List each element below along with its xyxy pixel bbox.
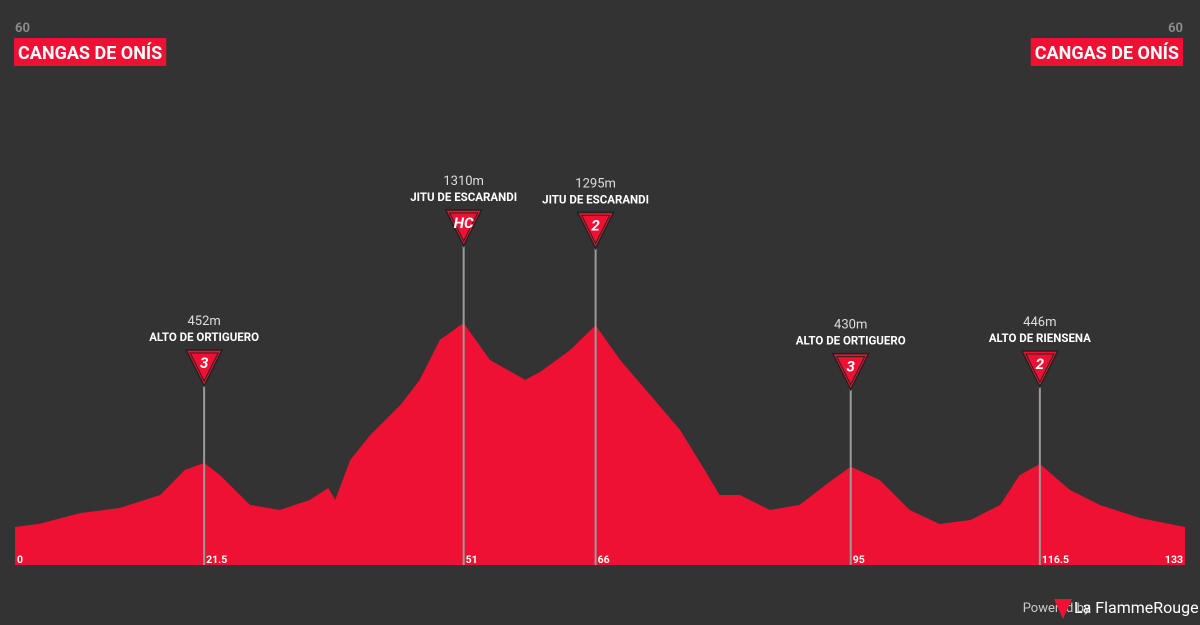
finish-altitude: 60 [1168,21,1183,36]
finish-name-box [1030,38,1183,66]
climb-marker [184,349,224,388]
climb-marker-inner [189,352,219,383]
x-tick-label: 95 [853,553,865,566]
x-tick-label: 66 [598,553,610,566]
climb-category: HC [454,214,474,232]
start-name-box [14,38,167,66]
start-name: CANGAS DE ONÍS [18,42,162,64]
powered-by: Powered by [1023,601,1090,616]
climb-altitude: 1295m [575,176,616,191]
climb-marker-inner [835,356,866,386]
brand-name: La FlammeRouge [1074,598,1199,617]
climb-marker-inner [1025,353,1055,384]
climb-altitude: 1310m [443,174,484,189]
x-tick-label: 51 [466,553,478,566]
climb-altitude: 430m [834,318,867,333]
climb-category: 3 [200,354,209,372]
climb-name: ALTO DE ORTIGUERO [796,334,906,348]
climb-name: JITU DE ESCARANDI [542,192,649,206]
climb-category: 2 [1036,355,1045,373]
climb-marker-inner [580,214,611,245]
climb-name: JITU DE ESCARANDI [410,190,517,204]
climb-marker [831,352,870,392]
climb-category: 3 [847,358,856,376]
climb-marker [444,209,483,248]
climb-marker [576,211,615,251]
finish-name: CANGAS DE ONÍS [1035,42,1179,64]
climb-name: ALTO DE RIENSENA [989,331,1091,345]
climb-category: 2 [591,216,600,234]
climb-marker [1020,350,1060,389]
x-tick-label: 133 [1165,553,1183,566]
brand-logo [1054,599,1072,619]
x-tick-label: 21.5 [206,553,227,566]
x-tick-label: 0 [17,553,23,566]
climb-altitude: 452m [187,314,220,329]
x-tick-label: 116.5 [1042,553,1069,566]
climb-marker-inner [448,212,479,243]
climb-altitude: 446m [1023,315,1056,330]
start-altitude: 60 [15,21,30,36]
climb-name: ALTO DE ORTIGUERO [149,330,259,344]
elevation-profile [15,323,1185,565]
